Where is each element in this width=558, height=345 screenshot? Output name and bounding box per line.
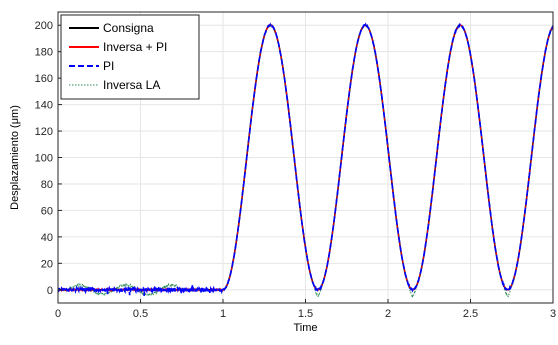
y-tick-label: 80 xyxy=(41,179,53,191)
x-axis-label: Time xyxy=(293,322,317,334)
series-line-pi xyxy=(57,22,554,296)
y-axis-label: Desplazamiento (μm) xyxy=(9,105,21,210)
y-tick-label: 160 xyxy=(35,73,53,85)
y-tick-label: 140 xyxy=(35,100,53,112)
legend-label: Inversa + PI xyxy=(103,40,167,54)
legend-label: Consigna xyxy=(103,21,154,35)
x-tick-label: 2 xyxy=(385,308,391,320)
y-tick-label: 180 xyxy=(35,47,53,59)
y-tick-label: 40 xyxy=(41,232,53,244)
x-tick-label: 1 xyxy=(220,308,226,320)
legend-label: Inversa LA xyxy=(103,78,160,92)
y-tick-label: 20 xyxy=(41,258,53,270)
ticks: 0 0.5 1 1.5 2 2.5 3 0 20 40 60 80 100 120 140 160 180 200 xyxy=(35,20,556,320)
series-layer xyxy=(57,22,554,299)
x-tick-label: 1.5 xyxy=(298,308,313,320)
legend-label: PI xyxy=(103,59,114,73)
y-tick-label: 200 xyxy=(35,20,53,32)
x-tick-label: 2.5 xyxy=(463,308,478,320)
x-tick-label: 3 xyxy=(550,308,556,320)
y-tick-label: 100 xyxy=(35,153,53,165)
x-tick-label: 0 xyxy=(55,308,61,320)
y-tick-label: 120 xyxy=(35,126,53,138)
grid xyxy=(57,12,554,303)
legend: Consigna Inversa + PI PI Inversa LA xyxy=(60,14,200,100)
x-tick-label: 0.5 xyxy=(133,308,148,320)
y-tick-label: 0 xyxy=(47,285,53,297)
y-tick-label: 60 xyxy=(41,205,53,217)
